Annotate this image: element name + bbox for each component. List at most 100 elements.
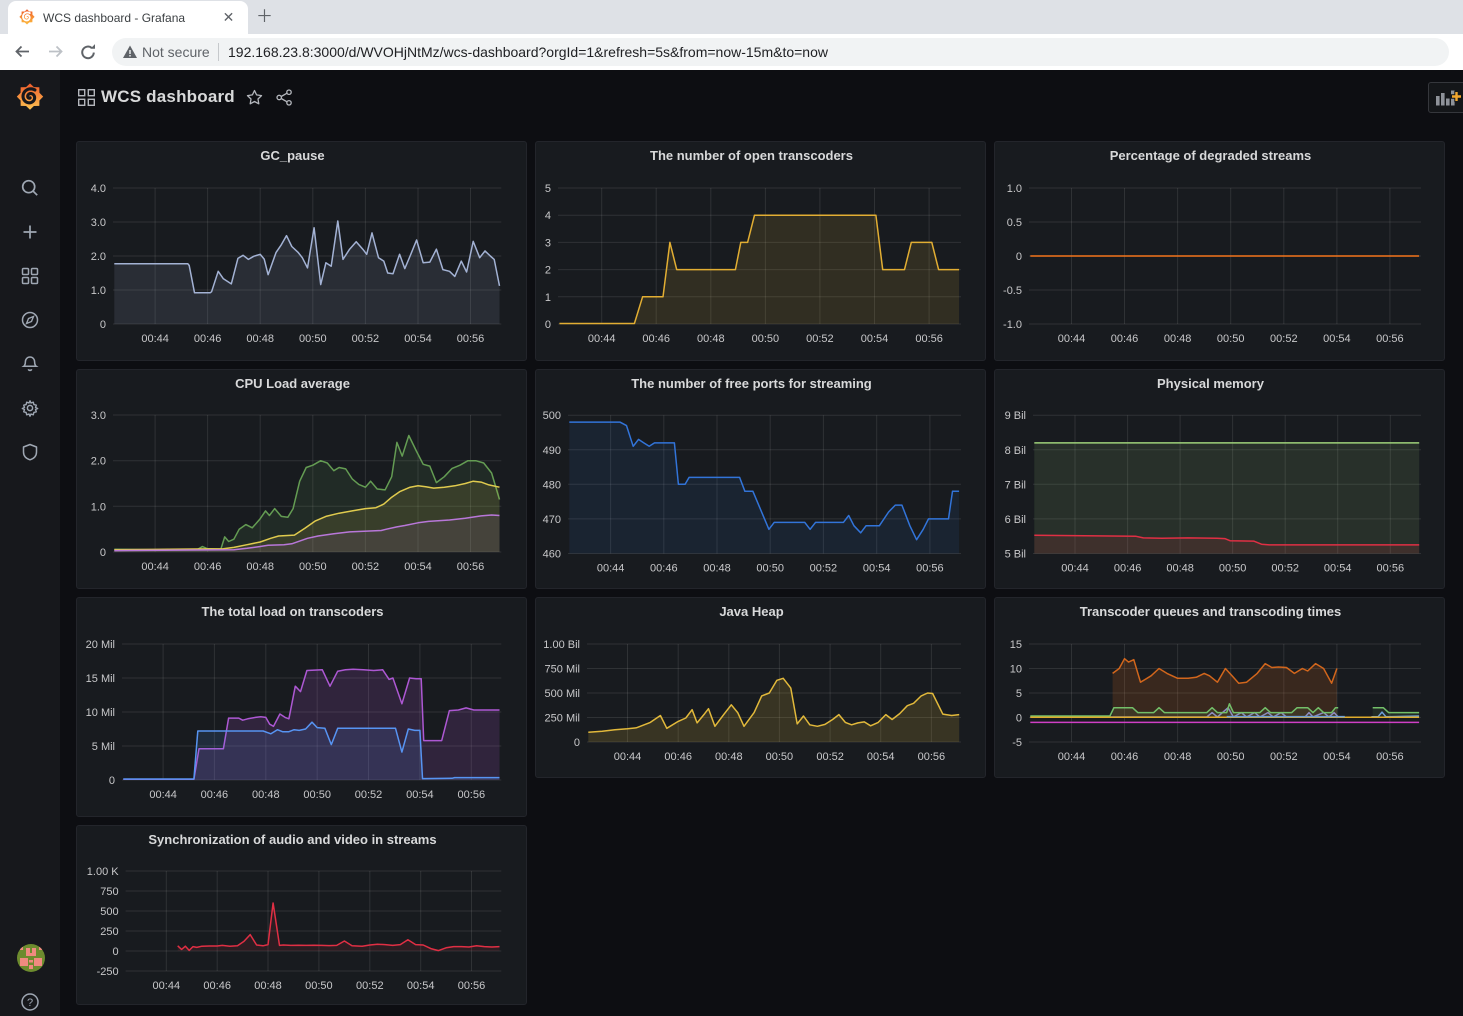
svg-text:0: 0 [112,946,118,958]
svg-text:250 Mil: 250 Mil [545,713,580,725]
svg-text:00:46: 00:46 [203,980,231,992]
svg-text:00:50: 00:50 [299,561,327,573]
svg-text:00:48: 00:48 [254,980,282,992]
svg-text:00:52: 00:52 [806,333,834,345]
svg-text:00:46: 00:46 [642,333,670,345]
svg-text:8 Bil: 8 Bil [1005,445,1026,457]
svg-text:1.0: 1.0 [91,501,106,513]
svg-text:15 Mil: 15 Mil [86,673,115,685]
svg-text:00:56: 00:56 [1376,333,1404,345]
svg-text:00:52: 00:52 [352,333,380,345]
svg-text:480: 480 [543,479,561,491]
svg-text:00:48: 00:48 [715,751,743,763]
svg-text:00:52: 00:52 [352,561,380,573]
svg-text:00:48: 00:48 [1164,333,1192,345]
svg-text:00:46: 00:46 [664,751,692,763]
svg-text:00:54: 00:54 [406,789,434,801]
svg-text:00:46: 00:46 [1111,333,1139,345]
svg-text:460: 460 [543,549,561,561]
svg-text:00:46: 00:46 [650,563,678,575]
svg-text:-5: -5 [1012,737,1022,749]
svg-text:00:46: 00:46 [194,561,222,573]
svg-text:00:50: 00:50 [1217,751,1245,763]
svg-text:1.0: 1.0 [1007,183,1022,195]
svg-text:1: 1 [545,292,551,304]
svg-text:00:44: 00:44 [1061,563,1089,575]
svg-text:00:48: 00:48 [252,789,280,801]
svg-text:00:44: 00:44 [1058,333,1086,345]
svg-text:10 Mil: 10 Mil [86,707,115,719]
svg-text:00:56: 00:56 [458,789,486,801]
svg-text:750 Mil: 750 Mil [545,664,580,676]
svg-text:00:54: 00:54 [861,333,889,345]
svg-text:00:50: 00:50 [756,563,784,575]
svg-text:4.0: 4.0 [91,183,106,195]
svg-text:0: 0 [100,547,106,559]
svg-text:3.0: 3.0 [91,410,106,422]
svg-text:00:56: 00:56 [458,980,486,992]
svg-text:00:48: 00:48 [697,333,725,345]
svg-text:00:50: 00:50 [303,789,331,801]
svg-text:00:44: 00:44 [149,789,177,801]
svg-text:00:50: 00:50 [1219,563,1247,575]
svg-text:490: 490 [543,445,561,457]
svg-text:0: 0 [100,319,106,331]
svg-text:00:52: 00:52 [355,789,383,801]
svg-text:00:44: 00:44 [153,980,181,992]
svg-text:5: 5 [545,183,551,195]
svg-text:5 Bil: 5 Bil [1005,549,1026,561]
svg-text:00:52: 00:52 [810,563,838,575]
svg-text:5 Mil: 5 Mil [92,741,115,753]
svg-text:00:52: 00:52 [1270,751,1298,763]
svg-text:00:54: 00:54 [404,561,432,573]
svg-text:00:44: 00:44 [141,561,169,573]
svg-text:00:52: 00:52 [356,980,384,992]
svg-text:0: 0 [574,737,580,749]
svg-text:00:56: 00:56 [916,563,944,575]
svg-text:-0.5: -0.5 [1003,285,1022,297]
svg-text:0: 0 [545,319,551,331]
svg-text:00:44: 00:44 [614,751,642,763]
svg-text:00:48: 00:48 [703,563,731,575]
svg-text:00:52: 00:52 [816,751,844,763]
svg-text:00:56: 00:56 [1376,751,1404,763]
svg-text:3.0: 3.0 [91,217,106,229]
svg-text:00:52: 00:52 [1270,333,1298,345]
svg-text:00:50: 00:50 [1217,333,1245,345]
svg-text:1.00 K: 1.00 K [87,866,119,878]
svg-text:00:50: 00:50 [299,333,327,345]
svg-text:10: 10 [1010,664,1022,676]
svg-text:00:46: 00:46 [201,789,229,801]
svg-text:00:48: 00:48 [246,561,274,573]
svg-text:00:44: 00:44 [141,333,169,345]
svg-text:00:54: 00:54 [1324,563,1352,575]
svg-text:00:54: 00:54 [407,980,435,992]
svg-text:00:56: 00:56 [918,751,946,763]
svg-text:5: 5 [1016,688,1022,700]
svg-text:6 Bil: 6 Bil [1005,514,1026,526]
svg-text:00:52: 00:52 [1271,563,1299,575]
svg-text:00:50: 00:50 [766,751,794,763]
svg-text:00:44: 00:44 [588,333,616,345]
svg-text:00:46: 00:46 [194,333,222,345]
svg-text:500: 500 [543,410,561,422]
svg-text:00:48: 00:48 [1166,563,1194,575]
svg-text:7 Bil: 7 Bil [1005,479,1026,491]
svg-text:250: 250 [100,926,118,938]
svg-text:470: 470 [543,514,561,526]
svg-text:2: 2 [545,265,551,277]
svg-text:0: 0 [1016,713,1022,725]
svg-text:00:50: 00:50 [305,980,333,992]
svg-text:00:56: 00:56 [1377,563,1405,575]
svg-text:00:54: 00:54 [404,333,432,345]
svg-text:1.0: 1.0 [91,285,106,297]
svg-text:20 Mil: 20 Mil [86,639,115,651]
svg-text:00:54: 00:54 [867,751,895,763]
svg-text:0.5: 0.5 [1007,217,1022,229]
svg-text:00:56: 00:56 [457,561,485,573]
svg-text:00:46: 00:46 [1114,563,1142,575]
svg-text:0: 0 [1016,251,1022,263]
svg-text:750: 750 [100,886,118,898]
svg-text:00:56: 00:56 [457,333,485,345]
svg-text:00:56: 00:56 [915,333,943,345]
